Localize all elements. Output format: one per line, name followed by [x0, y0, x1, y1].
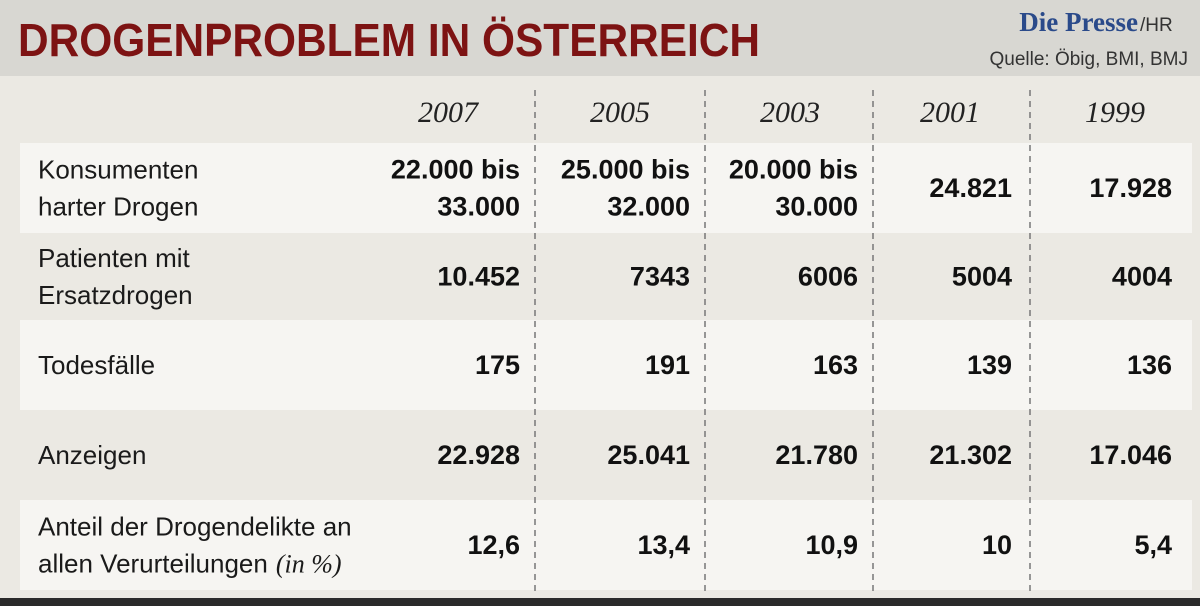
row-label: allen Verurteilungen (in %): [38, 549, 342, 579]
cell-value: 4004: [1112, 262, 1172, 292]
column-year: 1999: [1085, 96, 1145, 129]
brand: Die Presse: [1019, 7, 1138, 37]
cell-value: 32.000: [607, 192, 690, 222]
source: Quelle: Öbig, BMI, BMJ: [989, 49, 1188, 70]
title: DROGENPROBLEM IN ÖSTERREICH: [18, 14, 760, 66]
cell-value: 22.000 bis: [391, 155, 520, 185]
row-label: Ersatzdrogen: [38, 280, 193, 310]
row-stripe: [20, 143, 1192, 233]
row-label: Patienten mit: [38, 243, 191, 273]
column-year: 2001: [920, 96, 980, 129]
cell-value: 24.821: [929, 173, 1012, 203]
cell-value: 20.000 bis: [729, 155, 858, 185]
cell-value: 21.302: [929, 440, 1012, 470]
cell-value: 22.928: [437, 440, 520, 470]
bottom-rule: [0, 598, 1200, 606]
cell-value: 17.046: [1089, 440, 1172, 470]
row-label: Todesfälle: [38, 350, 155, 380]
cell-value: 13,4: [637, 530, 690, 560]
cell-value: 10.452: [437, 262, 520, 292]
cell-value: 10,9: [805, 530, 858, 560]
row-label: Konsumenten: [38, 155, 198, 185]
header-band: [0, 0, 1200, 76]
cell-value: 30.000: [775, 192, 858, 222]
cell-value: 163: [813, 350, 858, 380]
cell-value: 139: [967, 350, 1012, 380]
row-stripe: [20, 320, 1192, 410]
cell-value: 21.780: [775, 440, 858, 470]
cell-value: 12,6: [467, 530, 520, 560]
row-label-text: allen Verurteilungen: [38, 549, 268, 579]
cell-value: 17.928: [1089, 173, 1172, 203]
table-row: [20, 233, 1192, 320]
cell-value: 136: [1127, 350, 1172, 380]
cell-value: 25.041: [607, 440, 690, 470]
cell-value: 175: [475, 350, 520, 380]
cell-value: 5,4: [1134, 530, 1172, 560]
column-year: 2003: [760, 96, 820, 129]
cell-value: 33.000: [437, 192, 520, 222]
row-stripe: [20, 500, 1192, 590]
credit: /HR: [1140, 15, 1173, 36]
row-label: Anzeigen: [38, 440, 146, 470]
cell-value: 7343: [630, 262, 690, 292]
cell-value: 191: [645, 350, 690, 380]
row-unit: (in %): [276, 550, 342, 579]
cell-value: 6006: [798, 262, 858, 292]
cell-value: 5004: [952, 262, 1012, 292]
cell-value: 25.000 bis: [561, 155, 690, 185]
column-year: 2007: [418, 96, 480, 129]
cell-value: 10: [982, 530, 1012, 560]
table-row: [20, 410, 1192, 500]
column-year: 2005: [590, 96, 650, 129]
row-label: harter Drogen: [38, 192, 198, 222]
row-label: Anteil der Drogendelikte an: [38, 512, 352, 542]
